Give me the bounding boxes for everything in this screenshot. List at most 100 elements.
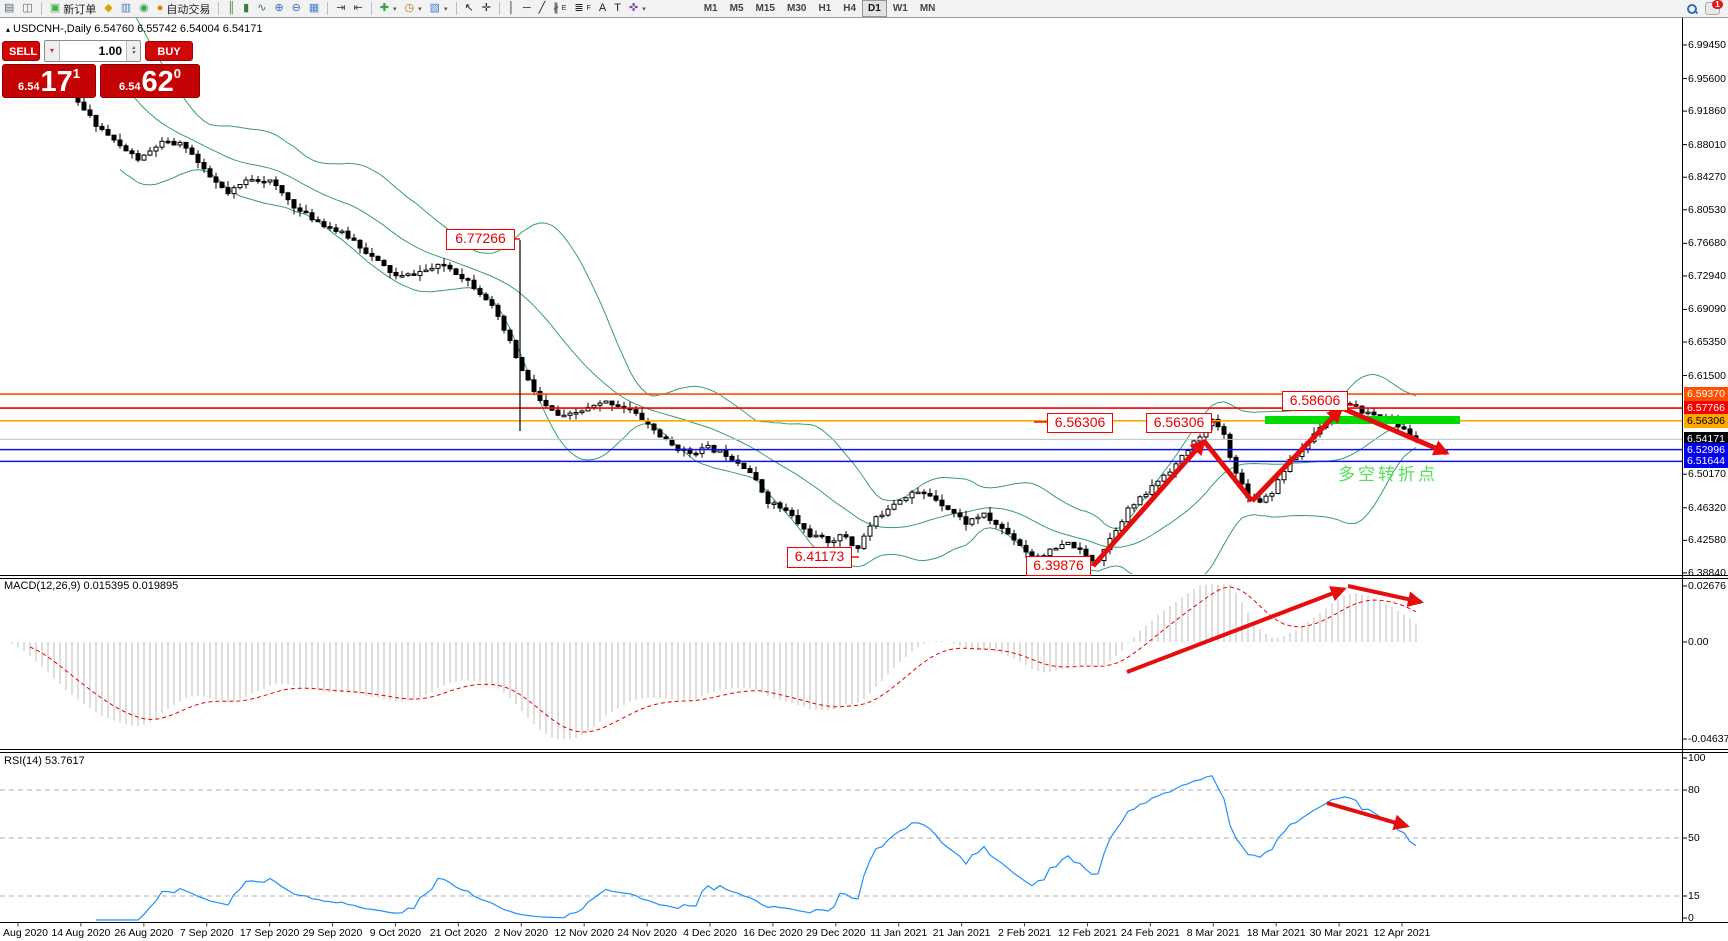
- periods-button[interactable]: ◷ ▾: [400, 1, 425, 16]
- chart-title-text: USDCNH-,Daily 6.54760 6.55742 6.54004 6.…: [13, 23, 263, 35]
- search-icon[interactable]: [1687, 3, 1697, 14]
- bar-chart-icon[interactable]: ║: [223, 1, 239, 16]
- timeframe-button-mn[interactable]: MN: [919, 3, 936, 14]
- crosshair-icon[interactable]: ✛: [478, 1, 495, 16]
- date-tick-label: 12 Nov 2020: [554, 927, 614, 939]
- indicators-button-dropdown-icon[interactable]: ▾: [392, 5, 397, 13]
- arrows-icon-dropdown-icon[interactable]: ▾: [642, 5, 646, 13]
- volume-dropdown-button[interactable]: ▾: [45, 40, 60, 61]
- indicator-axis-label: 0: [1688, 912, 1694, 924]
- zoom-in-icon: ⊕: [274, 2, 284, 14]
- periods-button-dropdown-icon[interactable]: ▾: [418, 5, 422, 13]
- date-tick-label: 16 Dec 2020: [743, 927, 803, 939]
- buy-price-box[interactable]: 6.54 62 0: [100, 64, 200, 98]
- text-label-icon: T: [614, 2, 621, 14]
- timeframe-button-h4[interactable]: H4: [843, 3, 857, 14]
- mql5-community-icon: ▥: [120, 2, 132, 14]
- sell-button[interactable]: SELL: [2, 40, 40, 61]
- autotrade-button[interactable]: ● 自动交易: [153, 1, 215, 16]
- gold-icon[interactable]: ◆: [100, 1, 116, 16]
- indicator-axis-label: 0.02676: [1688, 580, 1726, 592]
- timeframe-button-w1[interactable]: W1: [892, 3, 908, 14]
- chart-window-icon[interactable]: ▤: [0, 1, 18, 16]
- price-label-annotation[interactable]: 6.56306: [1146, 413, 1212, 433]
- toolbar-separator: [455, 2, 457, 15]
- line-chart-icon[interactable]: ∿: [253, 1, 270, 16]
- price-line-axis-label: 6.57766: [1684, 401, 1728, 416]
- horizontal-line-icon[interactable]: ─: [519, 1, 535, 16]
- price-label-annotation[interactable]: 6.56306: [1047, 413, 1113, 433]
- new-order-button[interactable]: ▣ 新订单: [46, 1, 100, 16]
- volume-spinner[interactable]: ▴ ▾: [126, 40, 140, 61]
- arrows-icon: ✜: [628, 2, 639, 14]
- rsi-indicator-title: RSI(14) 53.7617: [4, 755, 85, 767]
- sell-price-big: 17: [40, 66, 73, 98]
- new-order-button-label: 新订单: [63, 3, 97, 16]
- date-tick-label: 12 Apr 2021: [1373, 927, 1431, 939]
- equidistant-channel-icon[interactable]: ∦ E: [553, 2, 567, 14]
- toolbar-separator: [327, 2, 329, 15]
- fibonacci-icon[interactable]: ≣ F: [574, 2, 591, 14]
- cursor-icon[interactable]: ↖: [461, 1, 478, 16]
- auto-scroll-icon[interactable]: ⇤: [350, 1, 367, 16]
- signals-icon[interactable]: ◉: [135, 1, 153, 16]
- timeframe-button-m15[interactable]: M15: [755, 3, 775, 14]
- indicator-axis-label: 80: [1688, 784, 1700, 796]
- text-icon: A: [598, 2, 607, 14]
- volume-control: ▾ ▴▾: [44, 39, 141, 62]
- timeframe-button-m1[interactable]: M1: [703, 3, 718, 14]
- horizontal-line-icon: ─: [522, 2, 531, 14]
- zoom-out-icon[interactable]: ⊖: [288, 1, 305, 16]
- timeframe-button-d1[interactable]: D1: [862, 0, 887, 17]
- sell-price-small: 6.54: [18, 81, 40, 93]
- templates-button-dropdown-icon[interactable]: ▾: [443, 5, 448, 13]
- price-label-annotation[interactable]: 6.77266: [446, 229, 515, 250]
- chart-title: ▴ USDCNH-,Daily 6.54760 6.55742 6.54004 6…: [6, 23, 263, 35]
- gold-icon: ◆: [104, 2, 113, 14]
- trendline-icon[interactable]: ╱: [535, 1, 550, 16]
- date-tick-label: 21 Jan 2021: [932, 927, 991, 939]
- tile-windows-icon[interactable]: ▦: [305, 1, 323, 16]
- price-label-annotation[interactable]: 6.58606: [1282, 391, 1348, 411]
- data-window-icon[interactable]: ◫: [18, 1, 36, 16]
- mql5-community-icon[interactable]: ▥: [117, 1, 135, 16]
- arrows-icon[interactable]: ✜ ▾: [625, 1, 650, 16]
- date-tick-label: 2 Nov 2020: [494, 927, 549, 939]
- price-axis-label: 6.99450: [1688, 39, 1726, 51]
- indicators-button[interactable]: ✚ ▾: [376, 1, 401, 16]
- date-tick-label: 12 Feb 2021: [1057, 927, 1117, 939]
- chart-shift-icon[interactable]: ⇥: [332, 1, 349, 16]
- candlestick-chart-icon[interactable]: ▮: [239, 1, 253, 16]
- volume-input[interactable]: [60, 40, 126, 61]
- date-tick-label: 29 Dec 2020: [806, 927, 866, 939]
- price-axis-label: 6.91860: [1688, 105, 1726, 118]
- sell-price-box[interactable]: 6.54 17 1: [2, 64, 96, 98]
- toolbar-separator: [40, 2, 42, 15]
- date-tick-label: 24 Nov 2020: [617, 927, 677, 939]
- timeframe-button-h1[interactable]: H1: [818, 3, 832, 14]
- timeframe-button-m5[interactable]: M5: [729, 3, 744, 14]
- price-label-annotation[interactable]: 6.41173: [787, 547, 852, 568]
- buy-button[interactable]: BUY: [145, 40, 193, 61]
- one-click-trading-panel: SELL ▾ ▴▾ BUY 6.54 17 1 6.54 62 0: [2, 39, 200, 98]
- timeframe-button-m30[interactable]: M30: [786, 3, 807, 14]
- templates-button[interactable]: ▧ ▾: [426, 1, 452, 16]
- zoom-out-icon: ⊖: [291, 2, 301, 14]
- price-axis-label: 6.42580: [1688, 534, 1726, 547]
- indicator-axis-label: 15: [1688, 890, 1700, 902]
- zoom-in-icon[interactable]: ⊕: [270, 1, 287, 16]
- date-tick-label: Aug 2020: [3, 927, 48, 939]
- trendline-icon: ╱: [538, 2, 546, 14]
- vertical-line-icon[interactable]: │: [504, 1, 519, 16]
- price-label-annotation[interactable]: 6.39876: [1026, 556, 1091, 576]
- price-axis-label: 6.80530: [1688, 203, 1726, 216]
- notifications-icon[interactable]: 1: [1705, 0, 1723, 15]
- toolbar-separator: [218, 2, 220, 15]
- text-label-icon[interactable]: T: [610, 1, 625, 16]
- price-axis-label: 6.50170: [1688, 468, 1726, 481]
- macd-indicator-title: MACD(12,26,9) 0.015395 0.019895: [4, 580, 179, 592]
- text-icon[interactable]: A: [595, 1, 610, 16]
- date-tick-label: 9 Oct 2020: [369, 927, 422, 939]
- rsi-level-lines: [0, 789, 1682, 897]
